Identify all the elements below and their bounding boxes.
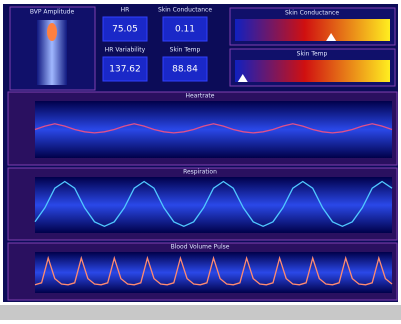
chart-title: Blood Volume Pulse <box>171 244 230 251</box>
tile-label: Skin Conductance <box>158 7 212 14</box>
chart-title: Respiration <box>183 169 217 176</box>
chart-title: Heartrate <box>186 93 215 100</box>
thermometer-level <box>47 23 57 41</box>
gauge-title: Skin Conductance <box>285 10 339 17</box>
tile-value: 0.11 <box>175 25 195 35</box>
gauge-bar <box>235 19 390 41</box>
gauge-bar <box>235 60 390 82</box>
taskbar <box>0 305 401 320</box>
dashboard: BVP Amplitude HR 75.05 Skin Conductance 0.1… <box>0 0 401 320</box>
tile-label: HR Variability <box>105 47 146 54</box>
plot-area <box>35 101 392 158</box>
tile-label: Skin Temp <box>170 47 201 54</box>
tile-value: 75.05 <box>112 25 138 35</box>
panel-title: BVP Amplitude <box>30 9 75 16</box>
tile-value: 137.62 <box>109 65 141 75</box>
tile-label: HR <box>121 7 130 14</box>
gauge-title: Skin Temp <box>297 51 328 58</box>
tile-value: 88.84 <box>172 65 198 75</box>
